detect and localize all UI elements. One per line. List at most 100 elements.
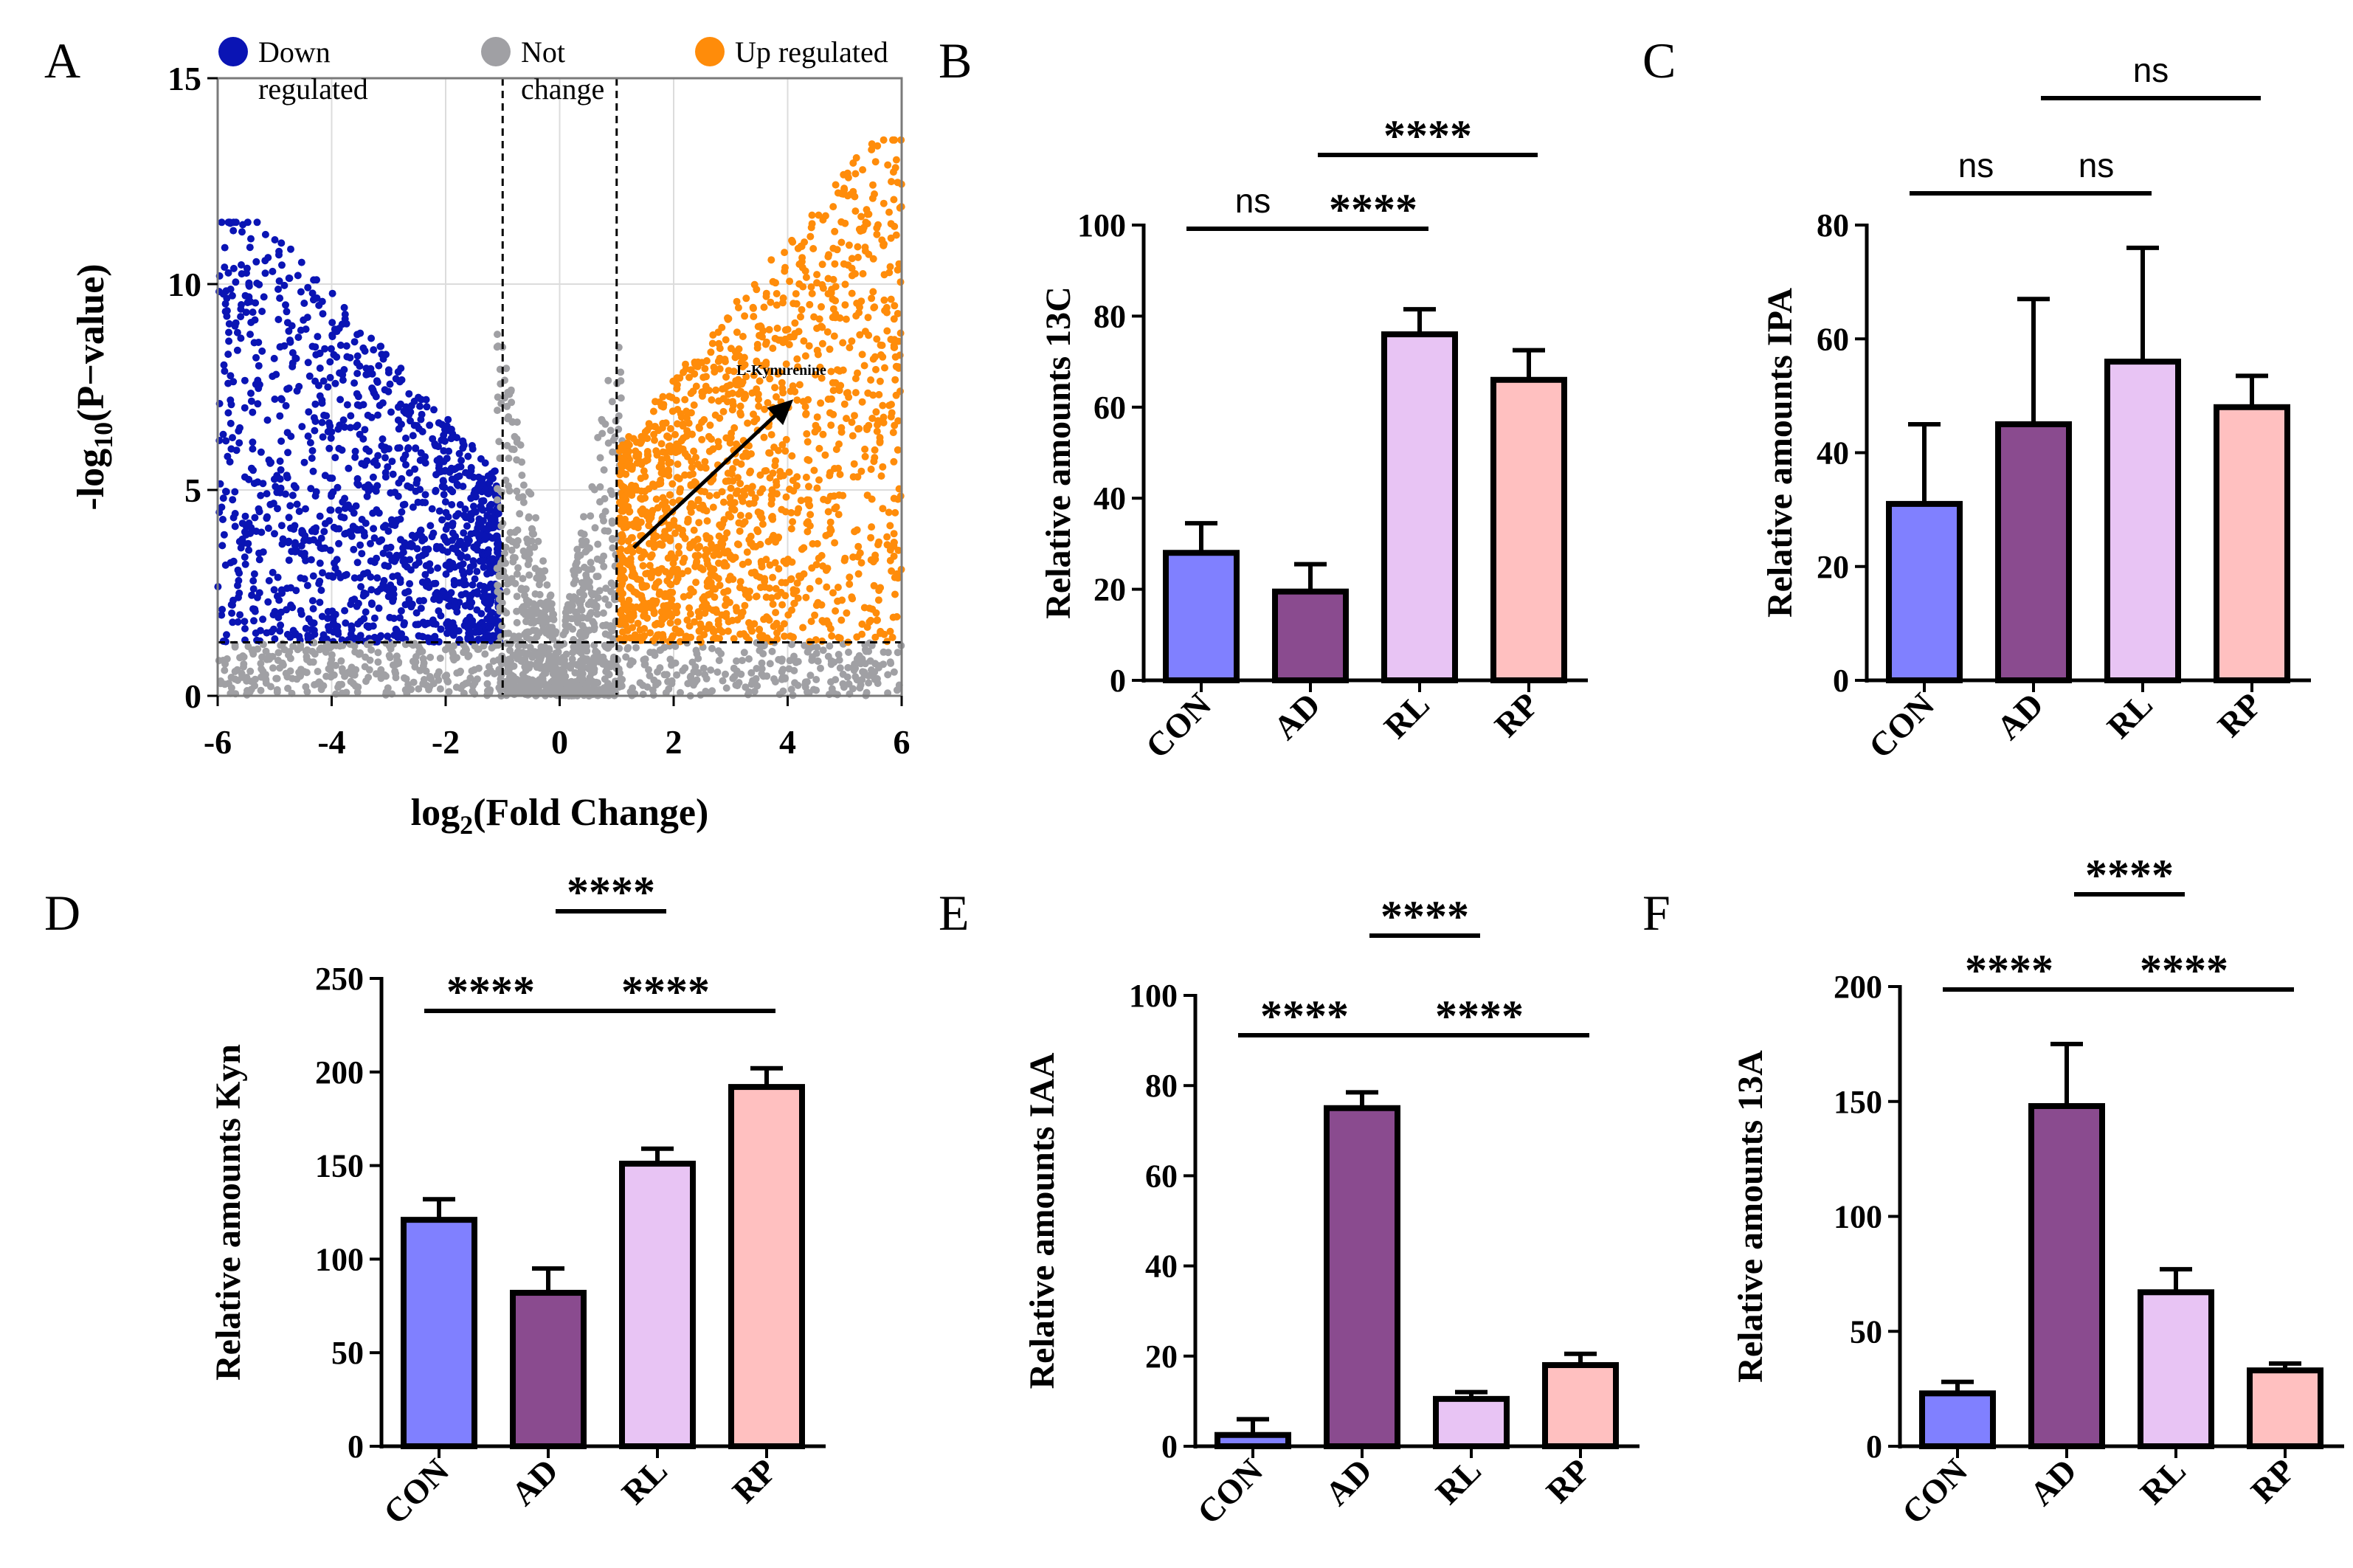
data-point xyxy=(781,632,788,640)
data-point xyxy=(577,666,585,674)
data-point xyxy=(466,628,474,636)
data-point xyxy=(771,559,779,567)
data-point xyxy=(599,609,607,617)
data-point xyxy=(629,684,637,692)
data-point xyxy=(761,340,770,348)
data-point xyxy=(235,569,243,577)
data-point xyxy=(826,345,834,353)
data-point xyxy=(885,508,893,517)
data-point xyxy=(787,685,795,694)
data-point xyxy=(468,598,476,607)
data-point xyxy=(218,542,227,550)
data-point xyxy=(314,333,322,341)
data-point xyxy=(234,618,242,626)
data-point xyxy=(868,145,876,153)
data-point xyxy=(627,657,635,665)
significance-label: **** xyxy=(1383,111,1472,160)
data-point xyxy=(832,283,840,291)
data-point xyxy=(381,454,389,462)
data-point xyxy=(727,345,735,353)
data-point xyxy=(864,314,872,322)
data-point xyxy=(331,379,339,387)
data-point xyxy=(618,628,626,636)
data-point xyxy=(649,407,657,415)
data-point xyxy=(589,618,597,626)
data-point xyxy=(534,537,542,545)
data-point xyxy=(245,282,253,290)
data-point xyxy=(750,371,758,379)
data-point xyxy=(235,439,243,447)
data-point xyxy=(834,597,842,605)
data-point xyxy=(258,347,266,355)
data-point xyxy=(453,480,461,488)
data-point xyxy=(714,647,722,655)
data-point xyxy=(689,470,697,478)
data-point xyxy=(767,431,775,439)
data-point xyxy=(659,533,667,541)
data-point xyxy=(384,369,393,376)
data-point xyxy=(502,543,510,551)
data-point xyxy=(695,612,703,621)
significance-label: **** xyxy=(2140,946,2228,995)
data-point xyxy=(874,541,882,549)
data-point xyxy=(384,632,392,640)
data-point xyxy=(290,525,298,533)
data-point xyxy=(377,632,385,640)
data-point xyxy=(880,630,888,638)
data-point xyxy=(766,660,774,668)
data-point xyxy=(762,556,770,564)
data-point xyxy=(890,552,898,560)
data-point xyxy=(519,575,527,583)
data-point xyxy=(848,337,856,345)
data-point xyxy=(271,236,279,244)
data-point xyxy=(845,241,853,249)
data-point xyxy=(772,279,779,287)
data-point xyxy=(685,419,693,427)
data-point xyxy=(352,666,360,674)
data-point xyxy=(739,378,747,386)
data-point xyxy=(764,614,772,622)
data-point xyxy=(246,331,254,339)
data-point xyxy=(404,445,412,453)
y-tick-label: 150 xyxy=(1834,1084,1882,1120)
data-point xyxy=(779,294,787,302)
data-point xyxy=(370,534,379,542)
data-point xyxy=(469,473,477,481)
data-point xyxy=(668,595,676,604)
data-point xyxy=(874,221,882,229)
data-point xyxy=(741,586,749,594)
y-tick-label: 0 xyxy=(1833,663,1849,699)
data-point xyxy=(720,516,728,524)
data-point xyxy=(785,468,793,476)
data-point xyxy=(665,459,673,467)
data-point xyxy=(229,557,238,565)
data-point xyxy=(625,447,633,455)
data-point xyxy=(790,599,798,607)
data-point xyxy=(754,390,762,398)
data-point xyxy=(758,514,766,522)
data-point xyxy=(889,613,897,621)
data-point xyxy=(782,435,790,443)
data-point xyxy=(494,496,501,504)
data-point xyxy=(802,273,810,281)
data-point xyxy=(646,562,654,570)
data-point xyxy=(873,427,881,435)
bar-group xyxy=(2247,1361,2323,1449)
data-point xyxy=(227,674,235,681)
data-point xyxy=(696,424,703,432)
data-point xyxy=(255,339,263,346)
data-point xyxy=(221,660,229,668)
data-point xyxy=(776,468,784,475)
data-point xyxy=(241,625,249,632)
data-point xyxy=(373,461,381,469)
data-point xyxy=(867,466,875,473)
data-point xyxy=(674,542,683,550)
data-point xyxy=(683,616,691,624)
data-point xyxy=(419,655,427,663)
data-point xyxy=(372,487,380,495)
legend-marker xyxy=(218,37,248,66)
data-point xyxy=(699,664,708,672)
data-point xyxy=(657,402,666,410)
data-point xyxy=(800,570,808,578)
